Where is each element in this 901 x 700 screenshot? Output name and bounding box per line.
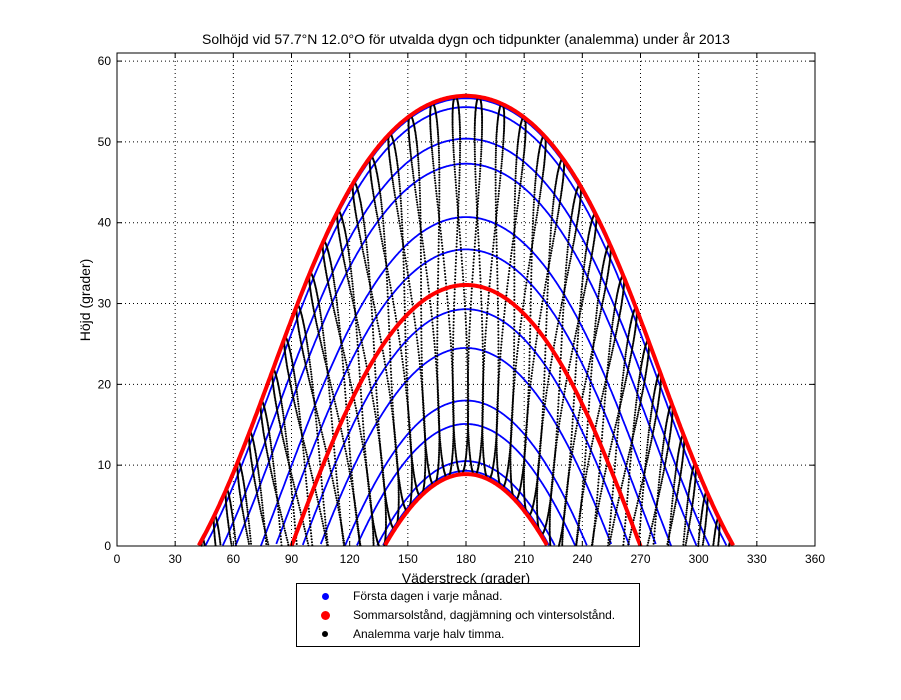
blue-day-curve — [275, 248, 657, 545]
y-tick-label: 60 — [98, 54, 112, 68]
red-day-curve — [197, 93, 735, 547]
x-tick-label: 240 — [572, 552, 592, 566]
legend-label: Sommarsolstånd, dagjämning och vintersol… — [353, 608, 616, 622]
black-dot-icon — [322, 631, 328, 637]
red-dot-icon — [321, 610, 330, 620]
red-day-curve — [383, 472, 549, 547]
y-tick-label: 20 — [98, 377, 112, 391]
x-tick-label: 210 — [514, 552, 534, 566]
blue-dot-icon — [322, 592, 329, 600]
x-tick-label: 150 — [398, 552, 418, 566]
legend-label: Första dagen i varje månad. — [353, 589, 503, 603]
x-tick-label: 300 — [689, 552, 709, 566]
x-tick-label: 90 — [285, 552, 299, 566]
y-tick-label: 0 — [104, 539, 111, 553]
plot-frame — [116, 52, 816, 547]
analemma-curve — [451, 95, 470, 476]
x-tick-label: 60 — [227, 552, 241, 566]
red-day-curve — [289, 283, 643, 547]
x-tick-label: 0 — [114, 552, 121, 566]
chart-title: Solhöjd vid 57.7°N 12.0°O för utvalda dy… — [202, 31, 730, 47]
grid — [117, 53, 815, 546]
y-tick-label: 50 — [98, 135, 112, 149]
legend-item-blue: Första dagen i varje månad. — [297, 587, 502, 605]
y-axis-label: Höjd (grader) — [77, 259, 93, 341]
y-tick-label: 30 — [98, 297, 112, 311]
red-series — [197, 93, 735, 547]
x-tick-label: 30 — [168, 552, 182, 566]
blue-day-curve — [234, 162, 698, 547]
legend-label: Analemma varje halv timma. — [353, 627, 505, 641]
legend-item-black: Analemma varje halv timma. — [297, 625, 504, 643]
analemma-curve — [212, 513, 222, 547]
x-axis-label: Väderstreck (grader) — [402, 570, 530, 586]
blue-day-curve — [221, 137, 711, 546]
blue-day-curve — [356, 423, 576, 546]
x-tick-label: 180 — [456, 552, 476, 566]
y-tick-label: 40 — [98, 216, 112, 230]
analemma-curve — [236, 460, 253, 545]
ticks: 0 30 60 90 120 150 180 210 240 270 300 330 360 0 10 20 3… — [98, 53, 825, 566]
blue-day-curve — [259, 216, 673, 547]
legend: Första dagen i varje månad. Sommarsolstå… — [296, 583, 640, 647]
x-tick-label: 330 — [747, 552, 767, 566]
y-tick-label: 10 — [98, 458, 112, 472]
x-tick-label: 270 — [630, 552, 650, 566]
x-tick-label: 360 — [805, 552, 825, 566]
analemma-curve — [466, 95, 485, 477]
x-tick-label: 120 — [340, 552, 360, 566]
legend-item-red: Sommarsolstånd, dagjämning och vintersol… — [297, 606, 615, 624]
